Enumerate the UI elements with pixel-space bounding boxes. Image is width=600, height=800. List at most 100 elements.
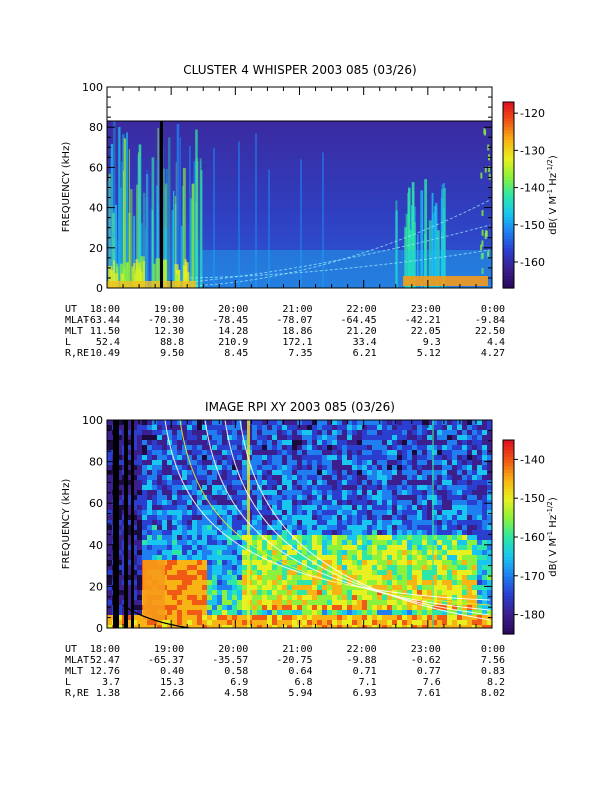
table-cell: 1.38 xyxy=(96,688,120,699)
table-cell: 2.66 xyxy=(160,688,184,699)
colorbar-tick-label: -170 xyxy=(520,570,545,583)
colorbar-swatch xyxy=(503,601,514,606)
table-cell: 21.20 xyxy=(347,326,377,337)
table-cell: -35.57 xyxy=(212,655,248,666)
colorbar-swatch xyxy=(503,204,514,208)
y-tick-label: 60 xyxy=(89,161,103,174)
table-row-label: UT xyxy=(65,304,77,315)
colorbar-swatch xyxy=(503,533,514,538)
colorbar-swatch xyxy=(503,188,514,193)
colorbar-swatch xyxy=(503,517,514,522)
colorbar-label: dB( V M-1 Hz-1/2) xyxy=(546,155,559,235)
emission-streaks xyxy=(107,121,492,288)
colorbar-swatch xyxy=(503,210,514,215)
table-cell: 9.3 xyxy=(423,337,441,348)
table-cell: 0.40 xyxy=(160,666,184,677)
table-cell: 22:00 xyxy=(347,304,377,315)
table-cell: 8.2 xyxy=(487,677,505,688)
table-cell: 5.94 xyxy=(288,688,312,699)
colorbar-swatch xyxy=(503,482,514,486)
y-tick-label: 20 xyxy=(89,580,103,593)
colorbar-tick-label: -160 xyxy=(520,256,545,269)
colorbar-swatch xyxy=(503,520,514,525)
table-cell: 18.86 xyxy=(282,326,312,337)
colorbar-swatch xyxy=(503,624,514,629)
table-cell: 23:00 xyxy=(411,644,441,655)
colorbar-swatch xyxy=(503,136,514,140)
table-cell: 22:00 xyxy=(347,644,377,655)
colorbar-swatch xyxy=(503,449,514,454)
y-tick-label: 0 xyxy=(96,622,103,635)
colorbar-swatch xyxy=(503,446,514,451)
table-cell: -70.30 xyxy=(148,315,184,326)
colorbar-swatch xyxy=(503,562,514,567)
table-cell: 5.12 xyxy=(417,348,441,359)
colorbar-swatch xyxy=(503,176,514,181)
table-cell: 8.02 xyxy=(481,688,505,699)
colorbar-swatch xyxy=(503,126,514,131)
colorbar-swatch xyxy=(503,266,514,270)
plasma-resonance-curves xyxy=(189,199,491,287)
table-cell: 6.8 xyxy=(294,677,312,688)
colorbar-swatch xyxy=(503,462,514,467)
data-gap-line xyxy=(124,420,128,628)
colorbar-swatch xyxy=(503,591,514,596)
colorbar-swatch xyxy=(503,627,514,632)
x-axis-ticks xyxy=(106,87,493,288)
colorbar-swatch xyxy=(503,595,514,600)
colorbar-swatch xyxy=(503,133,514,137)
table-cell: 11.50 xyxy=(90,326,120,337)
colorbar-swatch xyxy=(503,154,514,159)
panel-whisper: CLUSTER 4 WHISPER 2003 085 (03/26) 0 20 40… xyxy=(61,63,559,359)
colorbar-swatch xyxy=(503,556,514,561)
colorbar-swatch xyxy=(503,511,514,515)
table-cell: 22.50 xyxy=(475,326,505,337)
colorbar-swatch xyxy=(503,588,514,593)
colorbar-label: dB( V M-1 Hz-1/2) xyxy=(546,497,559,577)
colorbar-swatch xyxy=(503,182,514,187)
table-cell: 21:00 xyxy=(282,644,312,655)
table-row-label: MLT xyxy=(65,666,83,677)
table-row-label: L xyxy=(65,337,71,348)
colorbar-swatch xyxy=(503,284,514,289)
colorbar-swatch xyxy=(503,598,514,603)
table-row-label: MLAT xyxy=(65,315,89,326)
colorbar-tick-label: -150 xyxy=(520,492,545,505)
table-cell: 9.50 xyxy=(160,348,184,359)
table-cell: 210.9 xyxy=(218,337,248,348)
table-cell: 0.71 xyxy=(353,666,377,677)
colorbar-swatch xyxy=(503,120,514,125)
table-cell: 12.76 xyxy=(90,666,120,677)
colorbar-swatch xyxy=(503,111,514,115)
table-cell: 88.8 xyxy=(160,337,184,348)
table-cell: 14.28 xyxy=(218,326,248,337)
table-cell: 3.7 xyxy=(102,677,120,688)
colorbar-swatch xyxy=(503,475,514,480)
y-tick-label: 40 xyxy=(89,202,103,215)
colorbar-swatch xyxy=(503,278,514,283)
table-cell: 0.77 xyxy=(417,666,441,677)
colorbar-swatch xyxy=(503,235,514,239)
colorbar-swatch xyxy=(503,504,514,509)
colorbar-swatch xyxy=(503,207,514,212)
intense-emission-band xyxy=(403,276,488,286)
colorbar-swatch xyxy=(503,469,514,473)
spectrogram-cells xyxy=(107,420,492,628)
y-tick-label: 0 xyxy=(96,282,103,295)
colorbar-swatch xyxy=(503,630,514,635)
colorbar-swatch xyxy=(503,611,514,616)
panel-rpi: IMAGE RPI XY 2003 085 (03/26) 0 20 40 60 80 1… xyxy=(61,400,559,699)
panel-title: IMAGE RPI XY 2003 085 (03/26) xyxy=(205,400,395,414)
data-gap-line xyxy=(113,420,119,628)
table-cell: 7.61 xyxy=(417,688,441,699)
colorbar-swatch xyxy=(503,498,514,503)
colorbar-swatch xyxy=(503,185,514,190)
colorbar-swatch xyxy=(503,575,514,580)
colorbar-swatch xyxy=(503,566,514,570)
table-cell: 4.27 xyxy=(481,348,505,359)
spectrogram-image xyxy=(107,121,492,288)
colorbar-swatch xyxy=(503,173,514,177)
colorbar-swatch xyxy=(503,585,514,590)
table-cell: 7.35 xyxy=(288,348,312,359)
